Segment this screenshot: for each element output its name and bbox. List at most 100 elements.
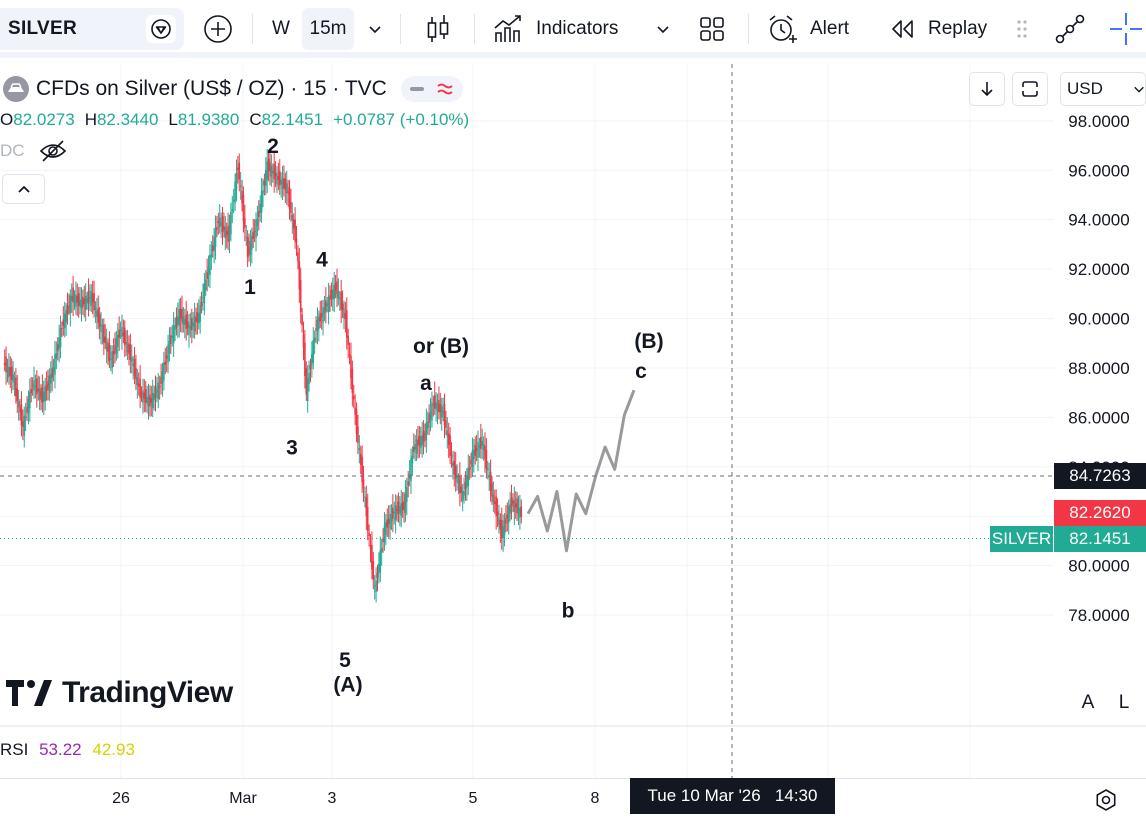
- currency-select[interactable]: USD: [1060, 72, 1146, 106]
- candle-body: [72, 287, 74, 303]
- candle-body: [185, 314, 188, 329]
- minus-icon: [409, 87, 424, 91]
- candle-body: [245, 236, 248, 238]
- indicators-dropdown-button[interactable]: [650, 8, 676, 50]
- candle-body: [290, 201, 292, 214]
- alert-button[interactable]: Alert: [766, 8, 866, 50]
- series-legend[interactable]: CFDs on Silver (US$ / OZ) · 15 · TVC: [0, 74, 463, 104]
- timeframe-w-button[interactable]: W: [272, 18, 290, 39]
- candle-body: [105, 341, 108, 351]
- high-label: H: [84, 110, 97, 129]
- candle-body: [301, 314, 303, 326]
- candle-body: [509, 504, 511, 514]
- candle-body: [45, 384, 48, 391]
- timeframe-dropdown-button[interactable]: [362, 8, 388, 50]
- candle-body: [48, 375, 51, 391]
- candle-body: [9, 367, 12, 377]
- tv-logo-icon: [6, 680, 52, 706]
- candle-body: [242, 194, 245, 222]
- price-chart[interactable]: 98.0000 96.0000 94.0000 92.0000 90.0000 88.00…: [0, 64, 1146, 778]
- candle-body: [366, 506, 369, 532]
- chevron-down-icon: [369, 26, 381, 34]
- candle-body: [311, 353, 313, 366]
- candle-body: [246, 237, 249, 257]
- symbol-type-icon[interactable]: [146, 15, 176, 43]
- candle-body: [319, 313, 322, 322]
- price-tick-label: 78.0000: [1068, 606, 1129, 625]
- indicators-button[interactable]: Indicators: [492, 8, 638, 50]
- candle-body: [6, 368, 9, 370]
- candle-body: [283, 177, 285, 189]
- wave-label: c: [635, 360, 647, 383]
- candle-body: [359, 453, 362, 466]
- alarm-clock-plus-icon: [769, 15, 797, 43]
- candle-body: [223, 225, 225, 231]
- candle-body: [294, 219, 296, 242]
- rsi-legend[interactable]: RSI 53.22 42.93: [0, 740, 135, 760]
- candle-body: [97, 308, 100, 323]
- candle-body: [150, 397, 153, 403]
- candle-body: [61, 327, 63, 329]
- candle-body: [347, 335, 349, 345]
- symbol-search-box[interactable]: SILVER: [0, 8, 184, 50]
- replay-button[interactable]: Replay: [888, 8, 998, 50]
- timeframe-15m-button[interactable]: 15m: [302, 8, 354, 50]
- candle-body: [498, 517, 500, 526]
- chevron-down-icon: [657, 26, 669, 34]
- candle-body: [519, 507, 521, 518]
- candle-body: [3, 363, 6, 366]
- candle-body: [252, 232, 255, 239]
- chart-type-button[interactable]: [418, 8, 458, 50]
- crosshair-tool-button[interactable]: [1106, 8, 1146, 50]
- candle-body: [42, 391, 45, 402]
- candle-body: [167, 344, 169, 363]
- candle-body: [24, 416, 27, 418]
- candle-body: [239, 185, 242, 187]
- candle-body: [192, 322, 194, 327]
- tradingview-logo[interactable]: TradingView: [6, 674, 233, 712]
- candle-body: [302, 334, 305, 348]
- trend-line-tool-button[interactable]: [1048, 8, 1092, 50]
- candle-body: [52, 367, 55, 372]
- layouts-button[interactable]: [690, 8, 734, 50]
- market-status-pill[interactable]: [400, 76, 463, 102]
- wave-label: 4: [316, 249, 328, 272]
- candle-body: [383, 525, 386, 543]
- candle-body: [82, 296, 84, 307]
- candle-body: [332, 289, 334, 300]
- candle-body: [197, 312, 200, 324]
- candle-body: [107, 345, 109, 353]
- candle-body: [174, 326, 176, 331]
- candle-body: [484, 445, 486, 460]
- candle-body: [137, 383, 140, 387]
- drag-handle[interactable]: [1012, 8, 1032, 50]
- candle-body: [499, 519, 502, 530]
- candle-body: [111, 351, 114, 369]
- candle-body: [445, 420, 447, 429]
- download-button[interactable]: [969, 72, 1005, 106]
- silver-symbol-icon: [3, 76, 29, 102]
- candle-body: [171, 335, 174, 338]
- time-axis[interactable]: 26 Mar 3 5 8: [0, 778, 1146, 818]
- candle-body: [338, 298, 341, 300]
- candle-body: [389, 514, 391, 529]
- candle-body: [151, 392, 154, 408]
- candle-body: [259, 203, 262, 213]
- fullscreen-button[interactable]: [1012, 72, 1048, 106]
- candle-body: [493, 501, 496, 505]
- log-scale-button[interactable]: L: [1110, 688, 1138, 718]
- indicator-dc-row[interactable]: DC: [0, 138, 67, 164]
- auto-scale-button[interactable]: A: [1074, 688, 1102, 718]
- low-value: 81.9380: [177, 110, 240, 129]
- candle-body: [30, 388, 33, 394]
- candle-body: [280, 179, 282, 185]
- candle-body: [147, 397, 150, 407]
- candle-body: [263, 180, 266, 186]
- candle-body: [330, 289, 333, 300]
- candle-body: [337, 291, 340, 299]
- wave-label: a: [420, 372, 432, 395]
- candle-body: [341, 303, 344, 311]
- candle-body: [309, 364, 312, 370]
- compare-add-button[interactable]: [198, 8, 238, 50]
- collapse-legend-button[interactable]: [2, 174, 45, 204]
